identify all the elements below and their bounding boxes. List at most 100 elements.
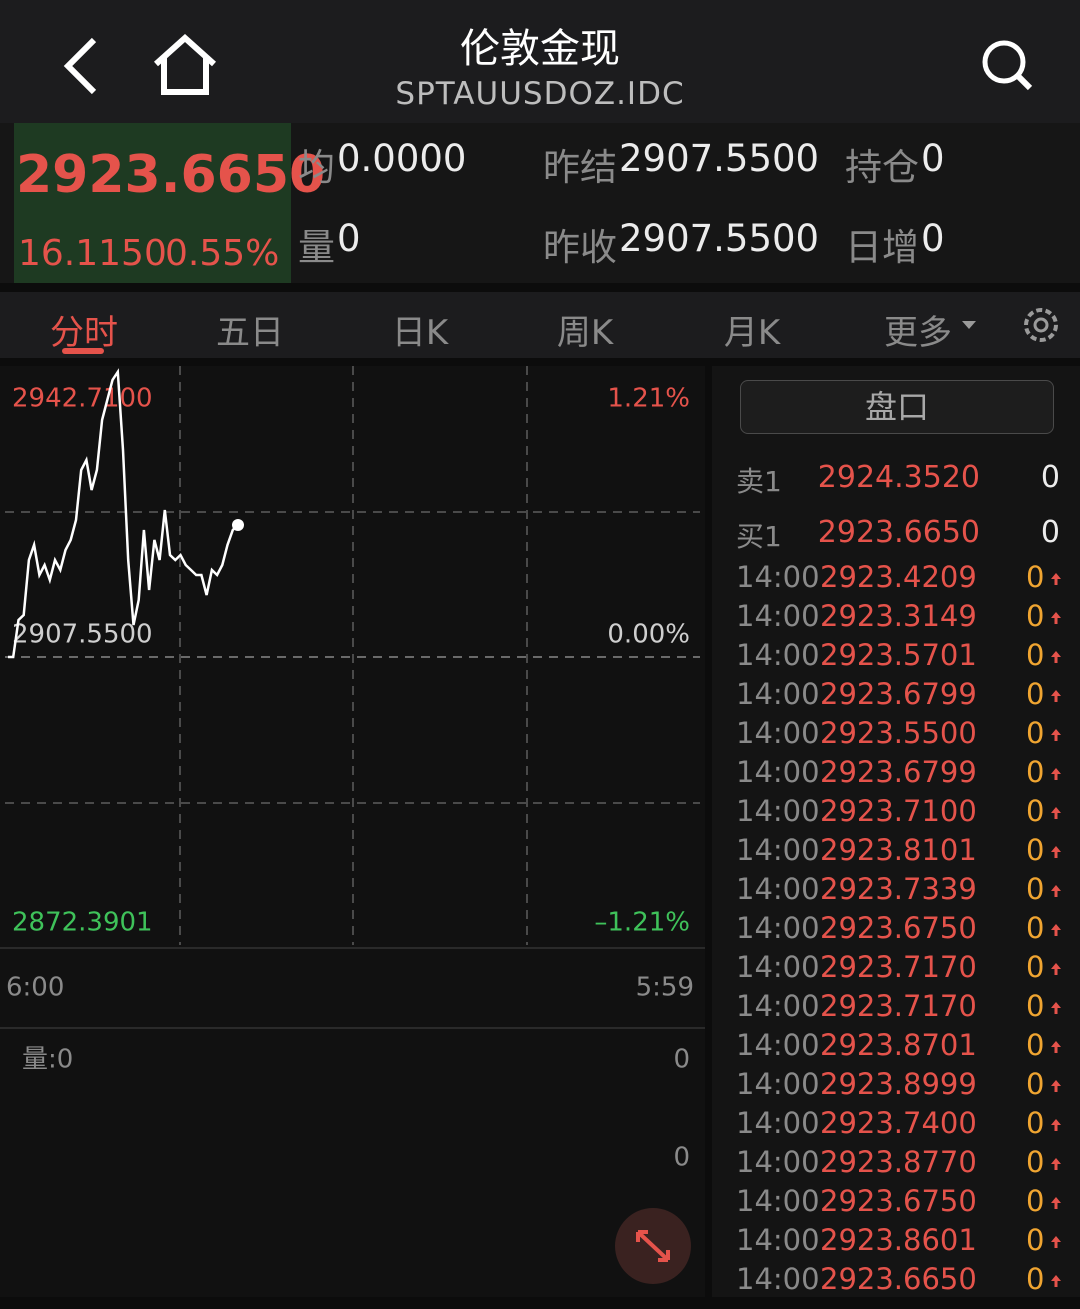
expand-icon — [636, 1230, 670, 1262]
up-arrow — [1051, 651, 1061, 663]
trade-volume: 0 — [1026, 1106, 1045, 1140]
trade-volume: 0 — [1026, 872, 1045, 906]
settings-button[interactable] — [1020, 304, 1064, 348]
up-arrow — [1051, 729, 1061, 741]
up-arrow — [1051, 1275, 1061, 1287]
trade-price: 2923.4209 — [820, 560, 977, 594]
trade-price: 2923.3149 — [820, 599, 977, 633]
up-arrow — [1051, 768, 1061, 780]
y2-tick-label: 1.21% — [607, 384, 690, 414]
up-arrow — [1051, 885, 1061, 897]
up-arrow — [1051, 1158, 1061, 1170]
intraday-chart: 2942.7100 2907.5500 2872.3901 1.21% 0.00% –1.… — [0, 366, 705, 1297]
up-arrow — [1051, 1002, 1061, 1014]
field-value: 2907.5500 — [619, 217, 820, 260]
tab[interactable]: 分时 — [50, 313, 118, 353]
level-price: 2923.6650 — [817, 515, 980, 550]
trade-time: 14:00 — [736, 638, 820, 672]
tab[interactable]: 五日 — [216, 313, 284, 353]
field-label: 量 — [298, 226, 335, 269]
trade-price: 2923.5701 — [820, 638, 977, 672]
trade-price: 2923.8701 — [820, 1028, 977, 1062]
trade-volume: 0 — [1026, 911, 1045, 945]
trade-volume: 0 — [1026, 560, 1045, 594]
trade-volume: 0 — [1026, 1223, 1045, 1257]
field-value: 0 — [921, 137, 945, 180]
trade-time: 14:00 — [736, 1106, 820, 1140]
trade-volume: 0 — [1026, 833, 1045, 867]
trade-time: 14:00 — [736, 755, 820, 789]
up-arrow — [1051, 1041, 1061, 1053]
order-book: 盘口 卖1 2924.3520 0 买1 2923.6650 0 14:00 2923.420… — [712, 366, 1080, 1297]
trade-time: 14:00 — [736, 794, 820, 828]
trade-time: 14:00 — [736, 1262, 820, 1296]
trade-time: 14:00 — [736, 1067, 820, 1101]
volume-label: 量:0 — [22, 1045, 73, 1075]
level-side: 买1 — [736, 520, 782, 553]
tab[interactable]: 更多 — [884, 313, 952, 353]
trade-volume: 0 — [1026, 989, 1045, 1023]
trade-time: 14:00 — [736, 1223, 820, 1257]
tab-bar — [0, 292, 1080, 358]
level-price: 2924.3520 — [817, 460, 980, 495]
subtitle: SPTAUUSDOZ.IDC — [395, 76, 685, 112]
trade-time: 14:00 — [736, 560, 820, 594]
trade-price: 2923.6750 — [820, 911, 977, 945]
trade-price: 2923.6750 — [820, 1184, 977, 1218]
last-point — [232, 518, 244, 531]
up-arrow — [1051, 612, 1061, 624]
home-button[interactable] — [150, 34, 220, 96]
tab[interactable]: 周K — [556, 313, 614, 353]
dropdown-caret — [962, 321, 976, 329]
field-value: 2907.5500 — [619, 137, 820, 180]
price-box — [14, 123, 291, 283]
trade-time: 14:00 — [736, 1028, 820, 1062]
up-arrow — [1051, 1236, 1061, 1248]
up-arrow — [1051, 1119, 1061, 1131]
y2-tick-label: 0.00% — [607, 620, 690, 650]
search-button[interactable] — [980, 38, 1036, 94]
trade-volume: 0 — [1026, 716, 1045, 750]
up-arrow — [1051, 807, 1061, 819]
up-arrow — [1051, 1197, 1061, 1209]
trade-price: 2923.7100 — [820, 794, 977, 828]
field-label: 均 — [298, 146, 335, 189]
field-label: 日增 — [845, 226, 919, 269]
field-value: 0 — [337, 217, 361, 260]
field-value: 0 — [921, 217, 945, 260]
trade-price: 2923.8999 — [820, 1067, 977, 1101]
order-book-button[interactable]: 盘口 — [740, 380, 1054, 434]
tab[interactable]: 日K — [391, 313, 449, 353]
price-line — [8, 368, 239, 659]
trade-volume: 0 — [1026, 1145, 1045, 1179]
field-value: 0.0000 — [337, 137, 467, 180]
trade-volume: 0 — [1026, 1028, 1045, 1062]
trade-time: 14:00 — [736, 833, 820, 867]
back-button[interactable] — [60, 36, 104, 96]
trade-time: 14:00 — [736, 599, 820, 633]
up-arrow — [1051, 963, 1061, 975]
tab[interactable]: 月K — [723, 313, 781, 353]
expand-button[interactable] — [615, 1208, 691, 1284]
up-arrow — [1051, 573, 1061, 585]
field-label: 昨结 — [543, 146, 617, 189]
trade-volume: 0 — [1026, 638, 1045, 672]
up-arrow — [1051, 690, 1061, 702]
trade-price: 2923.7170 — [820, 950, 977, 984]
trade-price: 2923.7339 — [820, 872, 977, 906]
trade-time: 14:00 — [736, 1145, 820, 1179]
trade-time: 14:00 — [736, 1184, 820, 1218]
trade-time: 14:00 — [736, 677, 820, 711]
trade-price: 2923.5500 — [820, 716, 977, 750]
trade-volume: 0 — [1026, 1262, 1045, 1296]
y-tick-label: 2872.3901 — [12, 908, 153, 938]
up-arrow — [1051, 846, 1061, 858]
trade-price: 2923.8101 — [820, 833, 977, 867]
up-arrow — [1051, 1080, 1061, 1092]
trade-price: 2923.8770 — [820, 1145, 977, 1179]
trade-time: 14:00 — [736, 716, 820, 750]
volume-tick: 0 — [673, 1143, 690, 1173]
trade-price: 2923.6650 — [820, 1262, 977, 1296]
last-price: 2923.6650 — [16, 145, 326, 205]
level-volume: 0 — [1040, 515, 1060, 550]
